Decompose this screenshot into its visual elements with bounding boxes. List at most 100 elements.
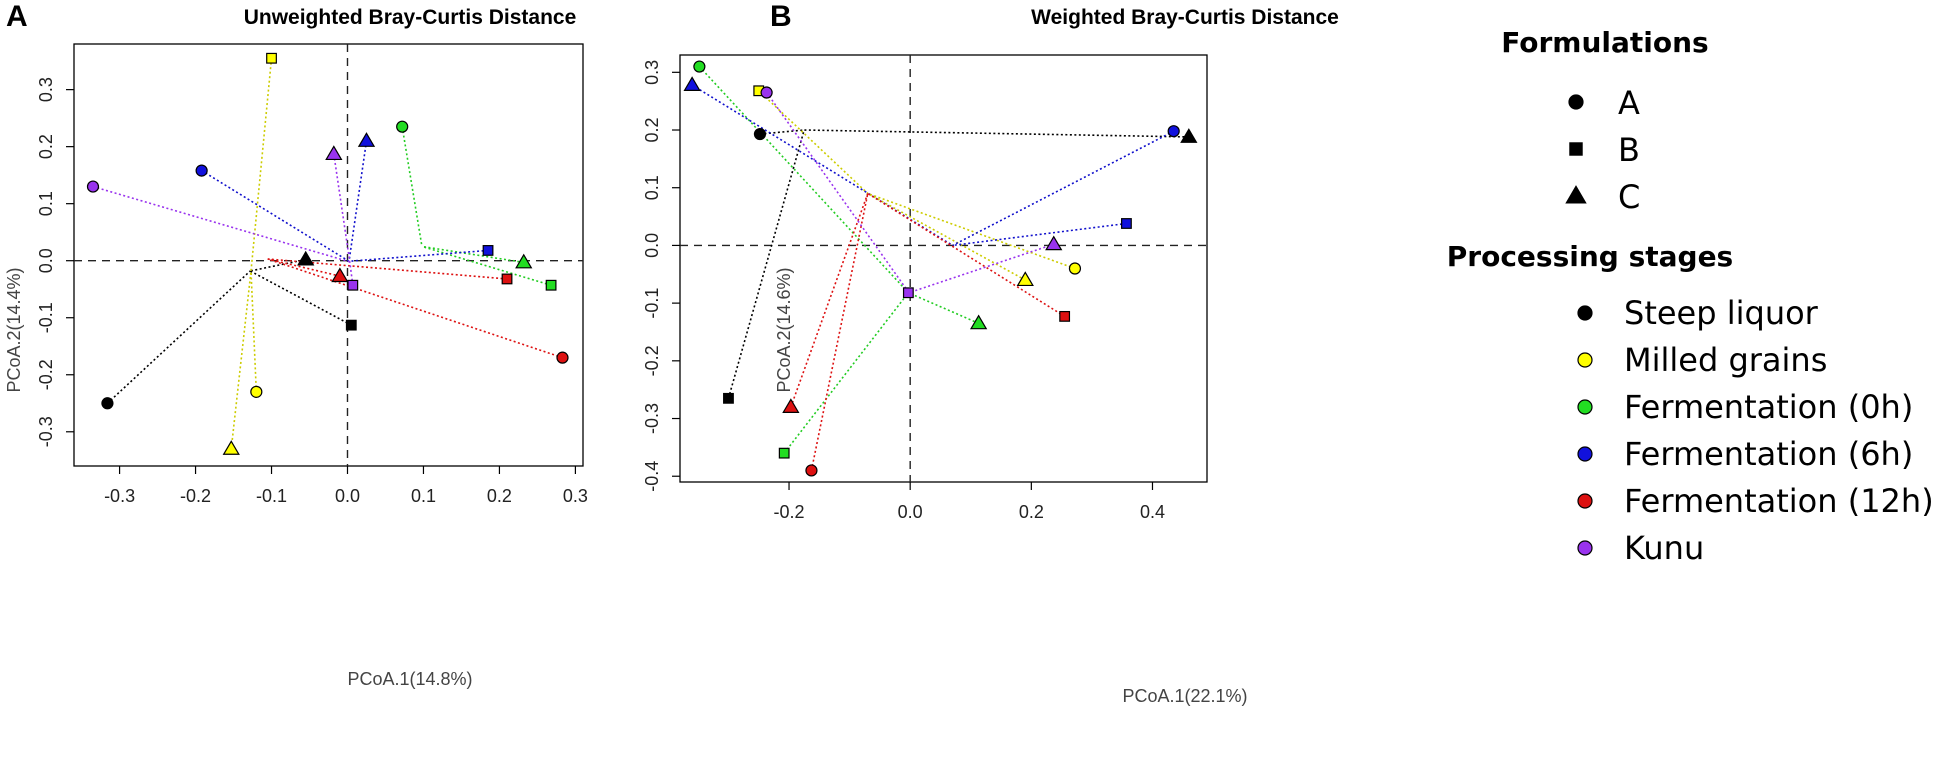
panel-a-spider-line-fermentation-6h-b: [348, 249, 489, 263]
panel-a-point-kunu-b: [347, 279, 359, 291]
panel-a-spider-line-fermentation-6h-c: [348, 140, 368, 262]
panel-b-x-tick-label: 0.2: [1019, 502, 1044, 522]
legend-swatch-fermentation-0h: [1577, 399, 1593, 415]
panel-a-point-steep-liquor-a: [101, 397, 114, 410]
legend-swatch-fermentation-6h: [1577, 446, 1593, 462]
panel-a-frame: [73, 43, 584, 467]
panel-b-y-tick-label: 0.1: [642, 175, 662, 200]
panel-b-x-tick-label: -0.2: [774, 502, 805, 522]
panel-a-x-tick-label: -0.2: [180, 486, 211, 506]
panel-a-spider-line-fermentation-12h-a: [267, 258, 563, 359]
panel-b-y-tick-label: 0.3: [642, 60, 662, 85]
panel-b-points: [683, 60, 1198, 477]
panel-b-spider-line-fermentation-0h-c: [908, 292, 979, 325]
panel-b-x-tick-label: 0.4: [1140, 502, 1165, 522]
panel-a-spider-line-fermentation-6h-a: [201, 169, 350, 262]
panel-a-spider-lines: [92, 58, 563, 449]
panel-a-y-tick-label: 0.1: [36, 191, 56, 216]
panel-b-y-axis-label: PCoA.2(14.6%): [774, 267, 794, 392]
panel-b-spider-line-fermentation-12h-c: [790, 193, 869, 408]
panel-a-spider-line-fermentation-0h-c: [421, 245, 524, 264]
panel-a-spider-line-kunu-a: [92, 185, 350, 263]
panel-b-y-tick-label: -0.1: [642, 288, 662, 319]
panel-a-spider-line-milled-grains-b: [250, 58, 273, 272]
panel-b-plot-area: -0.2 0.0 0.2 0.4 -0.4 -0.3 -0.2 -0.1 0.0 0.1 0.2 0.…: [642, 54, 1208, 522]
panel-a-x-tick-label: 0.1: [411, 486, 436, 506]
panel-a-y-tick-label: 0.0: [36, 248, 56, 273]
panel-b-x-tick-label: 0.0: [898, 502, 923, 522]
panel-b-point-fermentation-0h-c: [969, 314, 988, 330]
panel-b-y-tick-label: -0.3: [642, 403, 662, 434]
panel-b-spider-line-kunu-a: [765, 92, 910, 294]
legend-formulation-label: C: [1618, 178, 1640, 216]
panel-a-point-fermentation-6h-c: [357, 132, 376, 147]
panel-a-point-fermentation-0h-a: [396, 120, 409, 133]
panel-a-point-fermentation-12h-b: [501, 273, 513, 285]
legend-formulations: ABC: [1565, 84, 1640, 216]
panel-b-point-kunu-a: [760, 86, 773, 99]
legend-stage-label: Fermentation (6h): [1624, 435, 1913, 473]
panel-a-spider-line-steep-liquor-b: [249, 270, 352, 326]
panel-b-spider-line-steep-liquor-b: [727, 129, 805, 399]
legend-swatch-steep-liquor: [1577, 305, 1593, 321]
panel-b-spider-line-fermentation-6h-c: [691, 84, 954, 247]
panel-a-point-steep-liquor-c: [297, 250, 315, 266]
panel-b-x-axis-label: PCoA.1(22.1%): [1122, 686, 1247, 706]
panel-a-x-tick-label: -0.3: [104, 486, 135, 506]
legend-formulation-label: B: [1618, 131, 1640, 169]
panel-b-point-milled-grains-c: [1016, 271, 1034, 287]
panel-a-y-axis-label: PCoA.2(14.4%): [4, 267, 24, 392]
panel-a-point-kunu-c: [325, 145, 343, 161]
panel-a-y-tick-label: 0.3: [36, 77, 56, 102]
panel-b-spider-line-fermentation-6h-a: [952, 130, 1175, 247]
legend-swatch-fermentation-12h: [1577, 493, 1593, 509]
panel-b-spider-line-kunu-c: [908, 243, 1054, 294]
legend-swatch-milled-grains: [1577, 352, 1593, 368]
legend-marker-square: [1569, 142, 1583, 156]
panel-a-spider-line-milled-grains-a: [250, 270, 258, 392]
panel-b-spider-line-steep-liquor-a: [759, 129, 805, 135]
panel-a-point-milled-grains-c: [222, 440, 240, 455]
panel-b-spider-line-milled-grains-b: [758, 90, 869, 195]
panel-b-y-tick-label: -0.4: [642, 461, 662, 492]
panel-a-point-fermentation-0h-b: [545, 279, 557, 291]
panel-b-title: Weighted Bray-Curtis Distance: [1031, 6, 1339, 29]
panel-a-point-fermentation-6h-a: [195, 164, 208, 177]
panel-a-x-tick-label: -0.1: [256, 486, 287, 506]
panel-b-point-fermentation-6h-c: [683, 76, 701, 91]
panel-b-point-fermentation-12h-a: [805, 464, 818, 477]
legend-formulation-label: A: [1618, 84, 1640, 122]
panel-a-x-tick-label: 0.3: [563, 486, 588, 506]
panel-a-y-tick-label: -0.2: [36, 359, 56, 390]
panel-b-y-tick-label: 0.2: [642, 117, 662, 142]
panel-a-x-tick-label: 0.0: [335, 486, 360, 506]
panel-a-spider-line-fermentation-0h-a: [401, 126, 423, 247]
legend-stage-label: Kunu: [1624, 529, 1704, 567]
legend-swatch-kunu: [1577, 540, 1593, 556]
panel-b-point-fermentation-12h-b: [1059, 310, 1071, 322]
legend-stage-label: Steep liquor: [1624, 294, 1819, 332]
panel-a-title: Unweighted Bray-Curtis Distance: [244, 6, 577, 29]
legend: Formulations ABC Processing stages Steep…: [1447, 26, 1934, 567]
panel-a-spider-line-kunu-c: [333, 153, 351, 262]
panel-a-point-fermentation-12h-c: [331, 267, 349, 283]
panel-a-point-milled-grains-b: [266, 52, 277, 64]
panel-a-plot-area: -0.3 -0.2 -0.1 0.0 0.1 0.2 0.3 -0.3 -0.2 -0.1 0.0 0…: [36, 43, 588, 506]
panel-b: B Weighted Bray-Curtis Distance PCoA.1(2…: [642, 0, 1339, 706]
legend-marker-circle: [1568, 94, 1584, 110]
panel-a-spider-line-fermentation-12h-c: [267, 258, 341, 277]
panel-b-point-fermentation-0h-b: [778, 447, 790, 459]
panel-b-point-steep-liquor-a: [753, 127, 767, 141]
panel-b-spider-line-fermentation-12h-b: [867, 192, 1066, 318]
panel-b-point-fermentation-6h-b: [1121, 218, 1132, 229]
legend-stage-label: Milled grains: [1624, 341, 1827, 379]
panel-a: A Unweighted Bray-Curtis Distance PCoA.1…: [4, 0, 588, 689]
panel-b-letter: B: [770, 0, 792, 33]
panel-a-spider-line-milled-grains-c: [230, 270, 252, 449]
panel-b-point-kunu-b: [902, 287, 914, 299]
panel-b-spider-line-milled-grains-a: [867, 192, 1076, 270]
panel-a-point-fermentation-12h-a: [556, 351, 569, 364]
panel-a-y-tick-label: 0.2: [36, 134, 56, 159]
panel-b-spider-line-fermentation-0h-a: [698, 65, 909, 294]
